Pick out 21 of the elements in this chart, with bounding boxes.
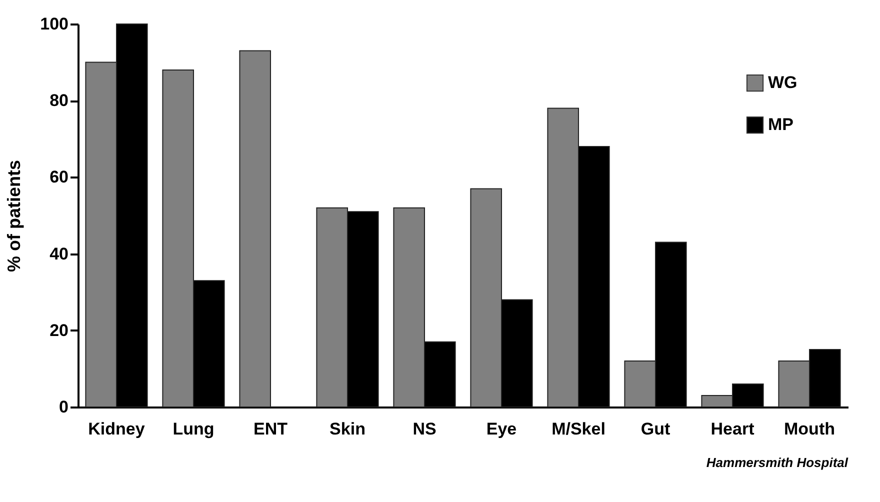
x-tick-label: Skin: [330, 420, 366, 438]
x-tick-label: Kidney: [88, 420, 146, 438]
y-axis-title: % of patients: [4, 160, 24, 272]
x-tick-label: Heart: [710, 420, 755, 438]
y-tick-label: 100: [40, 14, 68, 34]
legend-label: WG: [768, 73, 798, 92]
x-tick-label: ENT: [254, 420, 288, 438]
x-tick-label: M/Skel: [552, 420, 606, 438]
legend-label: MP: [768, 115, 794, 134]
bar: [239, 50, 271, 408]
y-tick-label: 0: [59, 398, 68, 416]
x-tick-label: Gut: [640, 420, 670, 438]
x-tick-label: NS: [412, 420, 436, 438]
x-tick-label: Eye: [486, 420, 517, 438]
y-tick-label: 40: [50, 244, 68, 264]
x-tick-label: Lung: [172, 420, 214, 438]
text: Hammersmith Hospital: [706, 455, 848, 470]
y-tick-label: 80: [50, 91, 68, 110]
y-tick-label: 60: [50, 168, 68, 187]
y-tick-label: 20: [50, 320, 68, 340]
x-tick-label: Mouth: [784, 420, 835, 438]
